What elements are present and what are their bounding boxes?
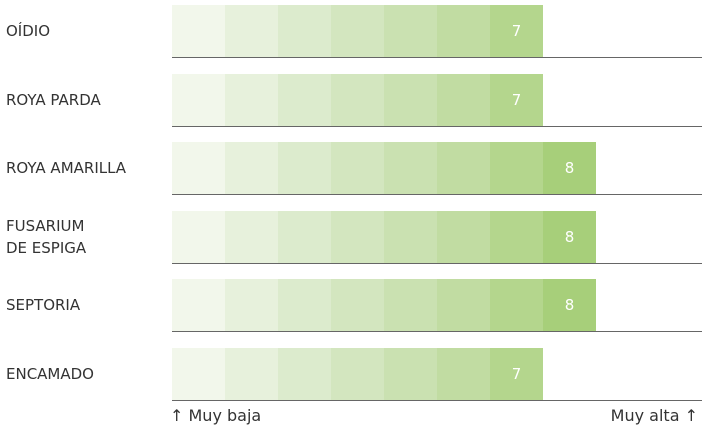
bar-segment	[437, 73, 490, 126]
bar-segment	[331, 279, 384, 332]
bar-segment	[225, 5, 278, 57]
value-label: 7	[511, 90, 522, 109]
bar-segment	[437, 5, 490, 57]
value-label: 7	[511, 22, 522, 40]
bar-segment	[331, 348, 384, 400]
row-rule	[172, 125, 702, 127]
bar-segment	[384, 142, 437, 195]
bar-segment	[490, 210, 543, 263]
row-rule	[172, 400, 702, 401]
bar-segment	[331, 142, 384, 195]
x-label-low: ↑ Muy baja	[170, 406, 262, 425]
bar-segment	[331, 5, 384, 57]
bar-segment: 7	[490, 5, 543, 57]
bar-segment	[278, 142, 331, 195]
bar-segment	[437, 348, 490, 400]
bar-segment	[225, 279, 278, 332]
row-rule	[172, 194, 702, 196]
bar-segment: 7	[490, 73, 543, 126]
bar: 7	[172, 73, 543, 126]
category-label: ENCAMADO	[6, 365, 94, 383]
bar-segment	[384, 210, 437, 263]
bar-segment	[331, 210, 384, 263]
row-rule	[172, 331, 702, 333]
bar-segment: 8	[543, 279, 596, 332]
bar-segment	[225, 210, 278, 263]
value-label: 7	[511, 365, 522, 383]
bar-segment	[490, 142, 543, 195]
category-label: OÍDIO	[6, 22, 51, 40]
bar-segment	[172, 279, 225, 332]
bar-segment	[437, 210, 490, 263]
category-label: FUSARIUM DE ESPIGA	[6, 216, 87, 257]
bar-segment	[278, 73, 331, 126]
bar-segment	[384, 279, 437, 332]
bar-segment	[225, 142, 278, 195]
row-rule	[172, 57, 702, 58]
bar-segment	[172, 5, 225, 57]
bar-segment: 8	[543, 142, 596, 195]
category-label: ROYA PARDA	[6, 90, 101, 109]
bar: 7	[172, 348, 543, 400]
bar-segment: 7	[490, 348, 543, 400]
bar-segment	[437, 142, 490, 195]
bar-segment	[331, 73, 384, 126]
bar-segment	[278, 210, 331, 263]
bar-segment: 8	[543, 210, 596, 263]
bar: 8	[172, 210, 596, 263]
bar: 7	[172, 5, 543, 57]
category-label: SEPTORIA	[6, 296, 81, 315]
bar-segment	[278, 279, 331, 332]
x-label-high: Muy alta ↑	[610, 406, 698, 425]
bar-segment	[172, 348, 225, 400]
bar: 8	[172, 142, 596, 195]
value-label: 8	[564, 227, 575, 246]
bar-segment	[437, 279, 490, 332]
bar-segment	[172, 210, 225, 263]
bar-segment	[384, 73, 437, 126]
bar-segment	[278, 348, 331, 400]
value-label: 8	[564, 159, 575, 178]
bar-segment	[490, 279, 543, 332]
bar: 8	[172, 279, 596, 332]
bar-segment	[172, 73, 225, 126]
bar-segment	[278, 5, 331, 57]
bar-segment	[384, 5, 437, 57]
bar-segment	[225, 73, 278, 126]
value-label: 8	[564, 296, 575, 315]
bar-segment	[172, 142, 225, 195]
bar-segment	[384, 348, 437, 400]
row-rule	[172, 262, 702, 264]
bar-segment	[225, 348, 278, 400]
category-label: ROYA AMARILLA	[6, 159, 127, 178]
